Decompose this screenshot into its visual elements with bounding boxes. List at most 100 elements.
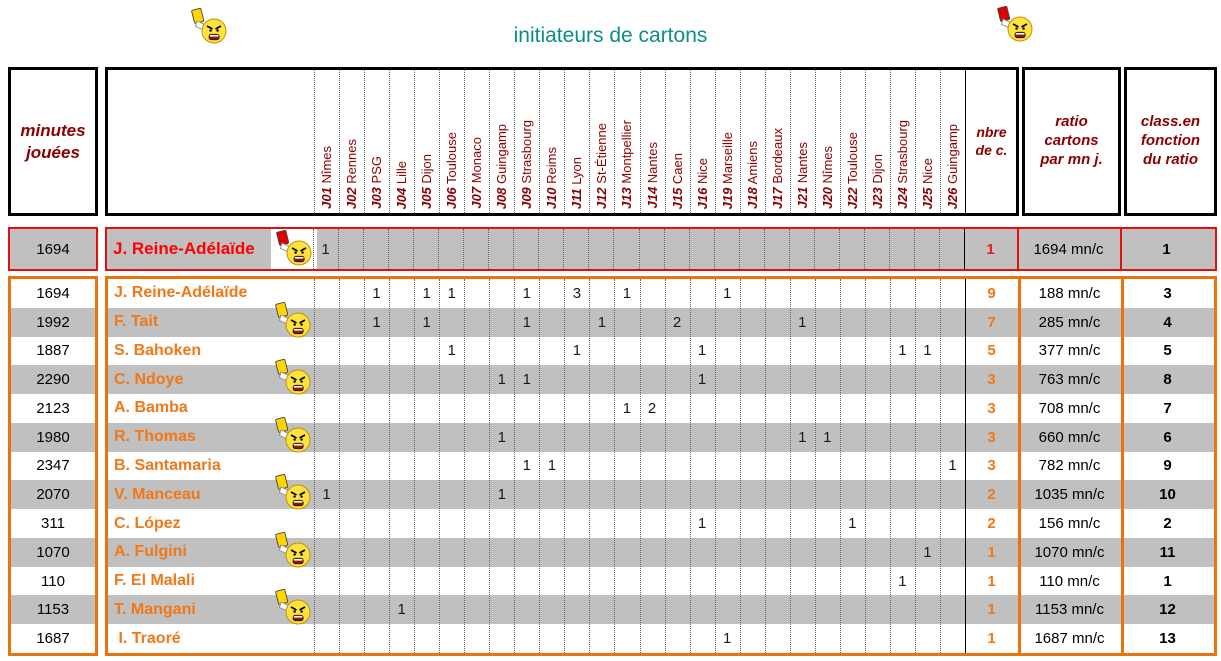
column-header-j15: J15 Caen — [669, 152, 685, 209]
ratio-cell: 1687 mn/c — [1034, 630, 1105, 648]
section-separator — [1121, 279, 1124, 653]
column-grid-line — [414, 279, 416, 653]
column-grid-line — [514, 279, 516, 653]
column-header-j03: J03 PSG — [369, 156, 385, 209]
red-card-referee-icon — [271, 229, 317, 269]
column-header-j20: J20 Nîmes — [819, 146, 835, 209]
column-grid-line — [739, 70, 741, 213]
card-total-cell: 1 — [987, 572, 996, 590]
column-header-j07: J07 Monaco — [469, 137, 485, 209]
card-total-cell: 7 — [987, 313, 996, 331]
yellow-card-referee-icon — [272, 531, 314, 570]
card-total-cell: 2 — [987, 515, 996, 533]
column-grid-line — [763, 229, 765, 269]
card-count-cell: 1 — [572, 342, 582, 360]
player-row: I. Traoré 1 1 1687 mn/c 13 — [108, 624, 1214, 653]
card-count-cell: 1 — [798, 313, 807, 331]
ratio-cell: 708 mn/c — [1038, 399, 1101, 417]
player-row: V. Manceau 1 1 2 1035 mn/c 10 — [108, 474, 1214, 510]
ratio-cell: 110 mn/c — [1039, 572, 1100, 590]
class-header-label: class.en fonction du ratio — [1140, 113, 1201, 168]
column-grid-line — [864, 279, 866, 653]
card-count-cell: 1 — [597, 313, 607, 331]
player-row: S. Bahoken 1 1 1 1 1 5 377 mn/c 5 — [108, 337, 1214, 366]
minutes-cell: 1687 — [36, 630, 70, 648]
card-total-cell: 1 — [987, 543, 996, 561]
column-grid-line — [564, 70, 566, 213]
card-count-cell: 1 — [497, 371, 506, 389]
column-grid-line — [439, 279, 441, 653]
card-count-cell: 1 — [722, 284, 732, 302]
player-name: F. El Malali — [114, 572, 195, 590]
column-grid-line — [764, 279, 766, 653]
ratio-cell: 660 mn/c — [1038, 428, 1101, 446]
yellow-card-referee-icon — [272, 416, 314, 455]
column-grid-line — [339, 70, 341, 213]
column-grid-line — [589, 70, 591, 213]
yellow-card-referee-icon — [272, 589, 314, 627]
column-grid-line — [888, 229, 890, 269]
minutes-cell: 110 — [41, 572, 65, 590]
card-total-cell: 3 — [987, 371, 996, 389]
card-count-cell: 1 — [497, 428, 506, 446]
column-grid-line — [839, 70, 841, 213]
card-count-cell: 1 — [372, 313, 381, 331]
minutes-cell: 2070 — [11, 480, 95, 510]
card-total-cell: 3 — [987, 428, 996, 446]
player-row: C. Ndoye 1 1 1 3 763 mn/c 8 — [108, 359, 1214, 395]
column-grid-line — [364, 279, 366, 653]
column-grid-line — [838, 229, 840, 269]
column-grid-line — [764, 70, 766, 213]
column-header-j18: J18 Amiens — [744, 141, 760, 209]
class-header-box: class.en fonction du ratio — [1124, 67, 1217, 216]
player-name: B. Santamaria — [114, 456, 221, 474]
nbre-header-label: nbre de c. — [975, 124, 1008, 158]
yellow-card-referee-icon — [272, 359, 314, 397]
column-header-j19: J19 Marseille — [719, 131, 735, 209]
ratio-cell: 156 mn/c — [1038, 515, 1101, 533]
column-grid-line — [889, 279, 891, 653]
column-grid-line — [438, 229, 440, 269]
column-header-j05: J05 Dijon — [419, 154, 435, 209]
ratio-cell: 188 mn/c — [1038, 284, 1101, 302]
column-grid-line — [789, 70, 791, 213]
column-grid-line — [939, 229, 940, 269]
rank-cell: 10 — [1159, 486, 1176, 504]
rank-cell: 5 — [1163, 342, 1172, 360]
player-name: F. Tait — [114, 313, 159, 331]
column-grid-line — [339, 279, 341, 653]
red-row-minutes-cell: 1694 — [8, 227, 98, 271]
minutes-cell: 1992 — [11, 307, 95, 337]
player-name: C. López — [114, 514, 181, 532]
column-grid-line — [464, 70, 466, 213]
column-grid-line — [614, 279, 616, 653]
player-row: A. Bamba 1 2 3 708 mn/c 7 — [108, 394, 1214, 423]
card-count-cell: 1 — [697, 515, 707, 533]
minutes-cell: 1070 — [11, 537, 95, 567]
minutes-cell: 2123 — [36, 399, 70, 417]
column-grid-line — [739, 279, 741, 653]
column-grid-line — [539, 279, 541, 653]
player-name: T. Mangani — [114, 600, 196, 618]
rank-cell: 1 — [1163, 572, 1172, 590]
card-count-cell: 1 — [372, 284, 381, 302]
column-header-j09: J09 Strasbourg — [519, 120, 535, 209]
card-total-cell: 2 — [987, 486, 996, 504]
column-grid-line — [613, 229, 615, 269]
column-grid-line — [688, 229, 690, 269]
column-header-j17: J17 Bordeaux — [769, 128, 785, 209]
column-header-j10: J10 Reims — [544, 146, 560, 209]
column-grid-line — [914, 70, 916, 213]
ratio-header-box: ratio cartons par mn j. — [1022, 67, 1121, 216]
column-grid-line — [914, 279, 916, 653]
column-grid-line — [314, 70, 315, 213]
column-header-j16: J16 Nice — [694, 157, 710, 209]
column-grid-line — [814, 279, 816, 653]
column-header-j01: J01 Nîmes — [319, 146, 334, 209]
column-grid-line — [789, 279, 791, 653]
rank-cell: 8 — [1163, 371, 1172, 389]
column-header-j06: J06 Toulouse — [444, 131, 460, 209]
column-grid-line — [889, 70, 891, 213]
ratio-cell: 1035 mn/c — [1034, 486, 1105, 504]
ratio-cell: 782 mn/c — [1038, 457, 1101, 475]
